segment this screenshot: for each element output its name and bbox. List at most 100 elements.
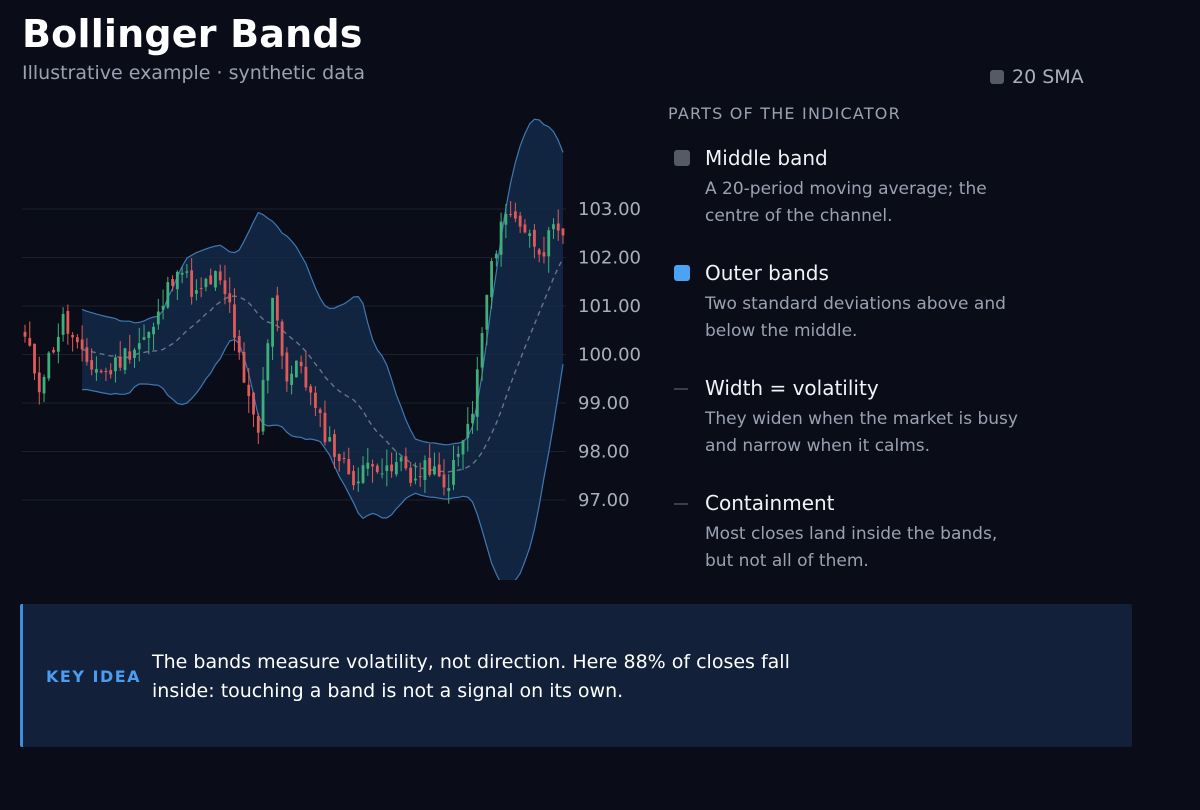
y-tick-label: 103.00 (578, 199, 641, 220)
candle (518, 211, 522, 233)
candle-body (180, 272, 184, 275)
candle-body (299, 361, 303, 367)
candle (137, 327, 141, 362)
candle (104, 367, 108, 381)
candle-body (109, 370, 113, 375)
candle-body (209, 275, 213, 285)
candle (523, 219, 527, 234)
candle-body (290, 373, 294, 385)
candle-body (285, 352, 289, 382)
candle (380, 458, 384, 479)
candle-body (118, 356, 122, 368)
candle (66, 304, 70, 345)
candle-body (218, 271, 222, 281)
candle-body (442, 474, 446, 488)
candle-body (447, 488, 451, 491)
candle-body (142, 337, 146, 340)
legend-label: 20 SMA (1012, 66, 1084, 88)
candle-body (371, 464, 374, 467)
candle (347, 447, 351, 475)
candle-body (252, 392, 255, 415)
candle (561, 228, 565, 244)
y-tick-label: 100.00 (578, 345, 641, 366)
candle (37, 356, 41, 405)
candle-body (518, 215, 522, 227)
candle-body (171, 278, 174, 287)
part-desc: They widen when the market is busy and n… (705, 409, 1018, 456)
candle-body (199, 287, 203, 289)
upper-band (81, 118, 564, 446)
candle (352, 465, 355, 491)
candle (414, 462, 417, 485)
candle-body (528, 233, 532, 236)
candle (299, 355, 303, 374)
part-containment: Containment Most closes land inside the … (674, 491, 1034, 575)
candle-body (128, 351, 132, 360)
candle (533, 224, 536, 259)
bollinger-chart: 103.00 102.00 101.00 100.00 99.00 98.00 97.00 (22, 118, 641, 580)
candle (309, 384, 313, 406)
candle (294, 360, 298, 378)
candle-body (399, 457, 403, 462)
candle (228, 277, 232, 313)
candle (333, 429, 336, 469)
candle-body (156, 311, 160, 325)
candle-body (37, 372, 41, 393)
candle-body (166, 282, 170, 308)
candle (494, 250, 498, 267)
part-title: Width = volatility (705, 376, 879, 400)
candle (513, 202, 517, 223)
candle (452, 445, 455, 491)
candle (480, 327, 484, 381)
candle-body (261, 379, 265, 432)
candle-body (133, 349, 136, 358)
candle-body (214, 271, 217, 288)
candle-body (71, 334, 75, 338)
candle (399, 455, 403, 472)
part-desc: Two standard deviations above and below … (705, 294, 1006, 341)
part-middle-band: Middle band A 20-period moving average; … (674, 146, 1034, 230)
candle (152, 322, 155, 350)
candle-body (414, 478, 417, 481)
candle-body (275, 295, 279, 321)
candle-body (47, 352, 51, 379)
candle (442, 459, 446, 496)
candle-body (247, 384, 251, 397)
outer-bands-marker (674, 265, 690, 281)
callout-label: KEY IDEA (46, 667, 142, 686)
candle (61, 307, 65, 342)
candlesticks (23, 200, 565, 504)
candle-body (428, 457, 432, 475)
band-fill (82, 119, 563, 580)
part-width-volatility: Width = volatility They widen when the m… (674, 376, 1034, 460)
width-marker (674, 380, 688, 390)
candle-body (361, 465, 365, 483)
candle-body (185, 271, 189, 273)
candle (528, 229, 532, 248)
candle-body (80, 339, 84, 350)
candle-body (42, 376, 46, 394)
y-axis: 103.00 102.00 101.00 100.00 99.00 98.00 97.00 (578, 199, 641, 511)
candle (290, 365, 294, 395)
candle-body (333, 434, 336, 457)
candle-body (433, 466, 436, 475)
candle-body (494, 253, 498, 259)
candle (361, 456, 365, 485)
candle (114, 354, 117, 383)
candle (194, 279, 198, 301)
middle-band-marker (674, 150, 690, 166)
candle-body (461, 440, 465, 455)
candle-body (223, 280, 227, 295)
y-tick-label: 101.00 (578, 296, 641, 317)
candle-body (390, 464, 394, 472)
candle-body (309, 386, 313, 393)
candle (456, 446, 460, 467)
candle-body (328, 437, 332, 442)
candle-body (266, 343, 270, 381)
candle (356, 467, 360, 492)
candle (118, 341, 122, 371)
chart-legend: 20 SMA (990, 66, 1084, 88)
candle (461, 439, 465, 470)
candle (485, 294, 489, 346)
candle-body (542, 252, 546, 257)
